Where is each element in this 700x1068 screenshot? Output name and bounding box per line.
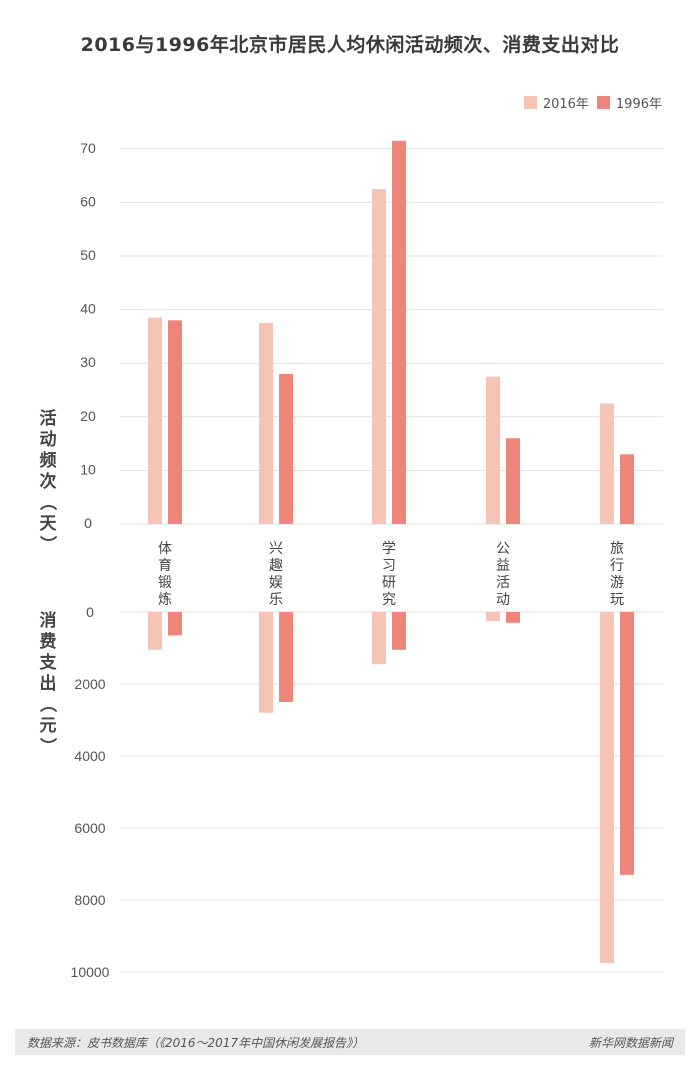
category-label-学习研究-1: 习 bbox=[382, 558, 396, 574]
bar-expense-2016年-兴趣娱乐 bbox=[259, 612, 273, 713]
y-tick-bottom-4000: 4000 bbox=[74, 748, 105, 764]
bar-expense-2016年-学习研究 bbox=[372, 612, 386, 665]
bar-freq-1996年-旅行游玩 bbox=[620, 454, 634, 524]
category-label-学习研究-2: 研 bbox=[382, 575, 396, 591]
credit-note: 新华网数据新闻 bbox=[588, 1035, 673, 1050]
category-label-体育锻炼-1: 育 bbox=[158, 558, 172, 574]
y-tick-bottom-8000: 8000 bbox=[74, 892, 105, 908]
y-tick-bottom-2000: 2000 bbox=[74, 676, 105, 692]
legend-item-1996: 1996年 bbox=[596, 93, 662, 112]
y-tick-top-60: 60 bbox=[80, 193, 96, 209]
y-tick-top-20: 20 bbox=[80, 408, 96, 424]
category-label-兴趣娱乐-1: 趣 bbox=[269, 558, 283, 574]
y-axis-label-bottom-6: ） bbox=[37, 738, 58, 755]
legend-label-1996: 1996年 bbox=[615, 97, 662, 112]
category-label-体育锻炼-3: 炼 bbox=[158, 592, 172, 608]
bar-expense-2016年-公益活动 bbox=[486, 612, 500, 621]
y-tick-top-50: 50 bbox=[80, 247, 96, 263]
category-label-兴趣娱乐-0: 兴 bbox=[269, 541, 283, 557]
y-tick-top-10: 10 bbox=[80, 461, 96, 477]
bar-freq-1996年-体育锻炼 bbox=[168, 320, 182, 524]
category-label-学习研究-3: 究 bbox=[382, 592, 396, 608]
category-label-旅行游玩-3: 玩 bbox=[610, 592, 624, 608]
footer: 数据来源：皮书数据库（《2016～2017年中国休闲发展报告》） 新华网数据新闻 bbox=[15, 1029, 685, 1055]
legend-item-2016: 2016年 bbox=[523, 93, 589, 112]
category-label-旅行游玩-0: 旅 bbox=[610, 541, 624, 557]
legend-swatch-2016 bbox=[523, 96, 537, 109]
category-label-公益活动-3: 动 bbox=[496, 592, 510, 608]
y-axis-label-top-1: 动 bbox=[40, 430, 57, 450]
y-axis-label-bottom-4: （ bbox=[37, 696, 58, 713]
y-tick-top-30: 30 bbox=[80, 354, 96, 370]
y-axis-label-bottom-0: 消 bbox=[40, 610, 57, 631]
legend-swatch-1996 bbox=[596, 96, 610, 109]
bar-freq-2016年-公益活动 bbox=[486, 376, 500, 524]
y-tick-top-40: 40 bbox=[80, 301, 96, 317]
y-axis-label-top-0: 活 bbox=[40, 408, 57, 429]
source-note: 数据来源：皮书数据库（《2016～2017年中国休闲发展报告》） bbox=[27, 1035, 365, 1050]
y-axis-label-top-6: ） bbox=[37, 536, 58, 553]
bar-freq-1996年-兴趣娱乐 bbox=[279, 373, 293, 524]
y-axis-label-bottom-2: 支 bbox=[40, 652, 58, 673]
category-label-体育锻炼-2: 锻 bbox=[158, 575, 172, 591]
bar-freq-2016年-兴趣娱乐 bbox=[259, 323, 273, 524]
bar-expense-1996年-公益活动 bbox=[506, 612, 520, 623]
bar-expense-1996年-学习研究 bbox=[392, 612, 406, 650]
chart-title: 2016与1996年北京市居民人均休闲活动频次、消费支出对比 bbox=[80, 34, 620, 56]
category-label-公益活动-2: 活 bbox=[496, 575, 510, 591]
y-axis-label-top-5: 天 bbox=[40, 514, 58, 534]
bar-expense-2016年-旅行游玩 bbox=[600, 612, 614, 963]
category-label-公益活动-0: 公 bbox=[496, 541, 510, 557]
y-tick-top-70: 70 bbox=[80, 140, 96, 156]
category-label-体育锻炼-0: 体 bbox=[158, 541, 172, 557]
bar-freq-1996年-学习研究 bbox=[392, 140, 406, 524]
y-tick-bottom-10000: 10000 bbox=[71, 964, 110, 980]
y-axis-label-bottom-3: 出 bbox=[40, 673, 57, 694]
category-label-学习研究-0: 学 bbox=[382, 541, 396, 557]
category-label-旅行游玩-2: 游 bbox=[610, 575, 624, 591]
y-tick-top-0: 0 bbox=[84, 515, 92, 531]
y-axis-label-bottom-5: 元 bbox=[40, 716, 57, 736]
category-label-兴趣娱乐-2: 娱 bbox=[269, 575, 283, 591]
category-label-兴趣娱乐-3: 乐 bbox=[269, 592, 283, 608]
bar-freq-2016年-旅行游玩 bbox=[600, 403, 614, 524]
bar-freq-1996年-公益活动 bbox=[506, 438, 520, 524]
bar-expense-2016年-体育锻炼 bbox=[148, 612, 162, 650]
category-label-公益活动-1: 益 bbox=[496, 558, 510, 574]
bar-expense-1996年-体育锻炼 bbox=[168, 612, 182, 636]
legend: 2016年 1996年 bbox=[523, 93, 662, 112]
y-tick-bottom-0: 0 bbox=[86, 604, 94, 620]
bar-expense-1996年-旅行游玩 bbox=[620, 612, 634, 875]
bar-expense-1996年-兴趣娱乐 bbox=[279, 612, 293, 702]
y-tick-bottom-6000: 6000 bbox=[74, 820, 105, 836]
y-axis-label-top-3: 次 bbox=[40, 471, 57, 492]
legend-label-2016: 2016年 bbox=[542, 97, 589, 112]
y-axis-label-top-2: 频 bbox=[40, 450, 57, 471]
bar-freq-2016年-学习研究 bbox=[372, 189, 386, 524]
y-axis-label-top-4: （ bbox=[37, 494, 58, 511]
bar-freq-2016年-体育锻炼 bbox=[148, 317, 162, 524]
category-label-旅行游玩-1: 行 bbox=[610, 558, 624, 574]
y-axis-label-bottom-1: 费 bbox=[40, 631, 57, 652]
